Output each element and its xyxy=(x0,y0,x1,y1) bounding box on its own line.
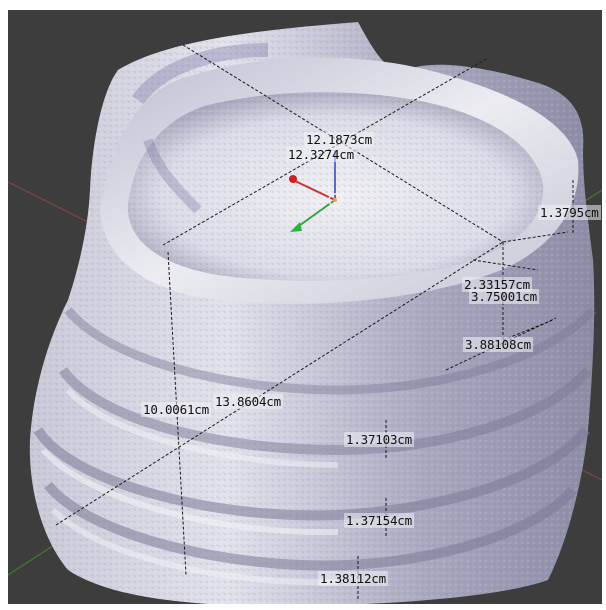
y-axis-arrow-icon xyxy=(295,199,336,229)
measurement-ring-1: 1.37103cm xyxy=(344,432,414,447)
3d-viewport[interactable]: 12.1873cm 12.3274cm 1.3795cm 2.33157cm 3… xyxy=(8,10,602,604)
measurement-ring-3: 1.38112cm xyxy=(318,571,388,586)
measurement-ring-2: 1.37154cm xyxy=(344,513,414,528)
x-axis-arrow-icon xyxy=(292,179,336,201)
measurement-step-2: 3.75001cm xyxy=(469,289,539,304)
measurement-step-3: 3.88108cm xyxy=(463,337,533,352)
measurement-rim-height: 1.3795cm xyxy=(538,205,601,220)
measurement-top-width: 12.1873cm xyxy=(304,132,374,147)
measurement-total-height: 10.0061cm xyxy=(141,402,211,417)
origin-point-icon xyxy=(328,193,342,207)
scanned-object xyxy=(29,22,597,604)
measurement-base-diagonal: 13.8604cm xyxy=(213,394,283,409)
scene-canvas xyxy=(8,22,602,604)
measurement-step-1: 2.33157cm xyxy=(462,277,532,292)
transform-gizmo[interactable] xyxy=(289,150,342,232)
measurement-top-depth: 12.3274cm xyxy=(286,147,356,162)
